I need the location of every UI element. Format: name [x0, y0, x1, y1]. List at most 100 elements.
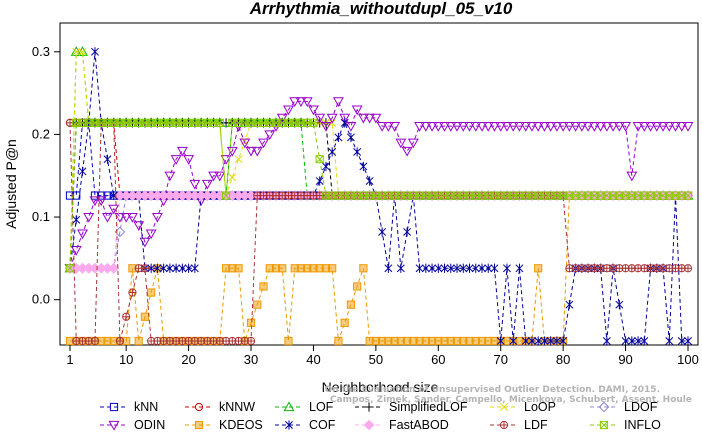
data-point-odin — [77, 229, 88, 240]
data-point-kdeos — [346, 300, 356, 309]
data-point-odin — [70, 246, 82, 256]
legend-item-cof: COF — [275, 418, 336, 432]
x-tick-label: 70 — [493, 352, 507, 367]
data-point-odin — [426, 122, 438, 132]
data-point-odin — [495, 122, 507, 132]
data-point-cof — [346, 132, 355, 142]
data-point-cof — [384, 263, 393, 273]
data-point-odin — [670, 122, 681, 132]
y-axis-label: Adjusted P@n — [3, 139, 19, 229]
data-point-odin — [532, 122, 544, 132]
data-point-odin — [308, 105, 319, 116]
data-point-cof — [172, 263, 181, 273]
legend-label-loop: LoOP — [524, 400, 556, 414]
data-point-cof — [184, 263, 193, 273]
data-point-loop — [72, 47, 81, 56]
data-point-cof — [190, 263, 199, 273]
legend: kNN kNNW LOF SimplifiedLOF LoOP LDOF ODIN KDEOS… — [100, 400, 661, 432]
data-point-ldf — [122, 312, 131, 321]
legend-marker-ldof — [598, 401, 610, 413]
data-point-odin — [376, 122, 388, 132]
data-point-cof — [147, 263, 156, 273]
x-tick-label: 50 — [369, 352, 383, 367]
data-point-inflo — [315, 155, 324, 164]
data-point-odin — [451, 122, 463, 132]
data-point-odin — [208, 171, 220, 182]
y-tick-label: 0.3 — [32, 44, 50, 59]
legend-marker-inflo — [599, 420, 609, 430]
data-point-cof — [378, 227, 387, 237]
data-point-ldf — [90, 336, 100, 346]
x-tick-label: 80 — [556, 352, 570, 367]
data-point-odin — [320, 122, 332, 132]
data-point-odin — [613, 122, 625, 132]
credit-line-2: On the Evaluation of Unsupervised Outlie… — [325, 385, 660, 395]
data-point-odin — [626, 171, 638, 182]
data-point-odin — [214, 171, 226, 182]
data-point-inflo — [221, 191, 231, 200]
series-line-fastabod — [70, 195, 688, 269]
data-point-kdeos — [334, 336, 343, 346]
data-point-cof — [365, 176, 374, 186]
legend-label-knn: kNN — [134, 400, 158, 414]
data-point-odin — [420, 122, 432, 132]
data-point-odin — [595, 122, 607, 132]
data-point-odin — [258, 138, 269, 149]
data-point-cof — [490, 263, 499, 273]
data-point-cof — [159, 263, 168, 273]
data-point-odin — [145, 229, 157, 240]
data-point-odin — [102, 212, 113, 223]
data-point-odin — [332, 97, 344, 107]
data-point-kdeos — [253, 300, 262, 309]
data-point-cof — [359, 161, 368, 172]
data-point-odin — [489, 122, 500, 132]
data-point-ldf — [246, 336, 256, 346]
data-point-odin — [570, 122, 582, 132]
legend-marker-ldf — [499, 420, 509, 430]
data-point-fastabod — [108, 262, 120, 274]
data-point-odin — [588, 122, 600, 132]
data-point-cof — [465, 263, 474, 273]
series-lof — [64, 46, 694, 273]
data-point-loop — [234, 155, 243, 164]
data-point-cof — [321, 161, 330, 172]
data-point-cof — [434, 263, 443, 273]
legend-label-inflo: INFLO — [624, 418, 661, 432]
data-point-cof — [103, 154, 112, 164]
legend-item-kdeos: KDEOS — [185, 418, 263, 432]
data-point-cof — [478, 263, 486, 273]
data-point-odin — [95, 196, 107, 207]
data-point-odin — [395, 138, 407, 149]
data-point-ldf — [128, 288, 137, 297]
data-point-odin — [370, 113, 382, 124]
data-point-cof — [503, 263, 511, 273]
data-point-cof — [521, 336, 530, 346]
legend-label-ldof: LDOF — [624, 400, 658, 414]
data-point-cof — [677, 336, 686, 346]
legend-item-loop: LoOP — [490, 400, 556, 414]
data-point-cof — [153, 263, 162, 273]
series-line-knnw — [70, 122, 688, 197]
data-point-cof — [446, 263, 455, 273]
x-axis: 1 10 20 30 40 50 60 70 80 90 100 — [66, 345, 699, 367]
legend-marker-odin — [108, 420, 120, 431]
plot-frame — [59, 22, 699, 346]
data-point-odin — [264, 130, 276, 141]
data-point-odin — [83, 212, 95, 223]
data-point-odin — [645, 122, 656, 132]
data-point-kdeos — [328, 264, 337, 273]
data-point-odin — [470, 122, 482, 132]
series-inflo — [65, 118, 693, 273]
data-point-odin — [507, 122, 519, 132]
legend-marker-knnw — [194, 402, 204, 412]
data-point-cof — [484, 263, 493, 273]
x-tick-label: 40 — [306, 352, 320, 367]
data-point-cof — [621, 336, 630, 346]
legend-marker-kdeos — [194, 420, 204, 430]
data-point-inflo — [215, 118, 224, 127]
data-point-cof — [527, 336, 536, 346]
series-loop — [66, 47, 692, 273]
series-ldf — [65, 118, 693, 346]
data-point-kdeos — [140, 312, 150, 321]
data-point-odin — [183, 155, 195, 165]
